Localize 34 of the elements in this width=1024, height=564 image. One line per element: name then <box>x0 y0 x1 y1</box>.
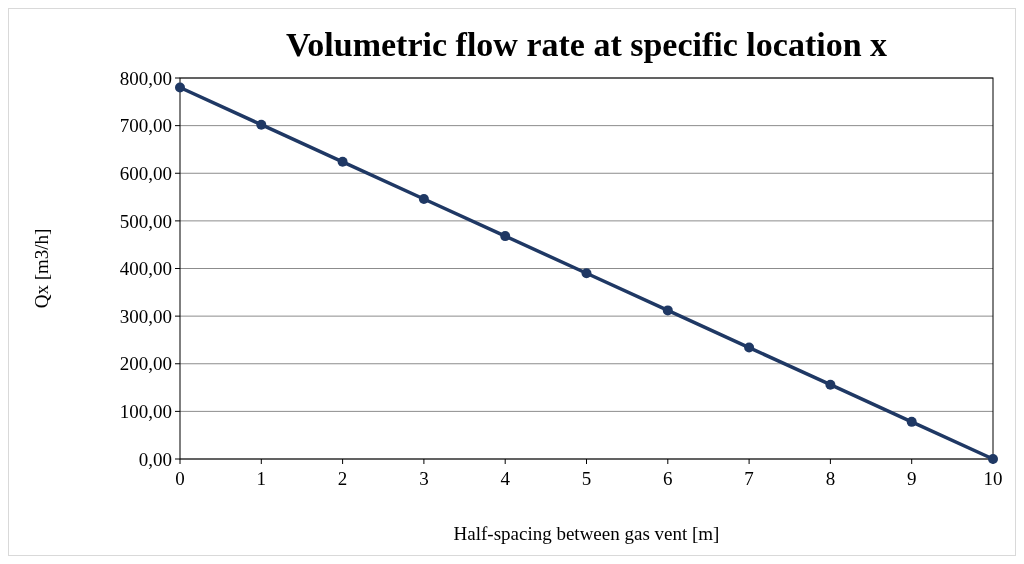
point <box>662 305 673 316</box>
x-tick-label: 10 <box>983 468 1003 489</box>
y-tick-label: 600,00 <box>119 162 172 184</box>
x-tick-label: 6 <box>663 468 673 489</box>
y-axis-title: Qx [m3/h] <box>31 228 52 309</box>
point <box>906 416 917 427</box>
y-tick-label: 800,00 <box>119 67 172 89</box>
x-tick-label: 3 <box>419 468 429 489</box>
y-tick-label: 700,00 <box>119 115 172 137</box>
point <box>500 231 511 242</box>
point <box>418 193 429 204</box>
x-axis-title: Half-spacing between gas vent [m] <box>453 523 720 544</box>
x-tick-label: 9 <box>906 468 917 489</box>
x-tick-label: 1 <box>256 468 267 489</box>
y-tick-label: 200,00 <box>119 353 172 375</box>
chart-title: Volumetric flow rate at specific location x <box>285 26 888 63</box>
point <box>825 379 836 390</box>
point <box>581 268 592 279</box>
x-tick-label: 4 <box>500 468 511 489</box>
x-tick-label: 7 <box>744 468 754 489</box>
x-tick-label: 0 <box>175 468 185 489</box>
y-tick-label: 100,00 <box>119 401 172 423</box>
point <box>175 82 185 93</box>
y-tick-label: 500,00 <box>119 210 172 232</box>
point <box>744 342 755 353</box>
point <box>256 119 267 130</box>
y-tick-label: 300,00 <box>119 305 172 327</box>
x-tick-label: 5 <box>581 468 592 489</box>
x-tick-label: 2 <box>337 468 348 489</box>
point <box>337 156 348 167</box>
y-tick-label: 400,00 <box>119 258 172 280</box>
x-tick-label: 8 <box>825 468 836 489</box>
point <box>988 454 998 464</box>
y-tick-label: 0,00 <box>138 448 172 470</box>
